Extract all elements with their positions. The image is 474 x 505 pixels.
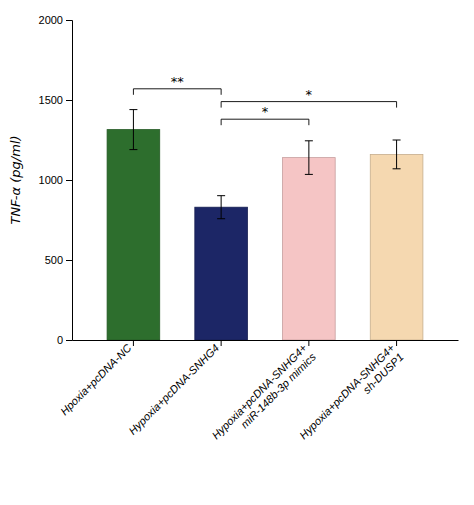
- tick-mark: [133, 340, 134, 346]
- tick-mark: [396, 340, 397, 346]
- significance-bracket: [133, 89, 221, 95]
- error-cap: [393, 140, 401, 141]
- error-cap: [217, 218, 225, 219]
- significance-line: [133, 89, 221, 95]
- bar: [370, 154, 423, 340]
- y-axis-title: TNF-α (pg/ml): [8, 135, 23, 224]
- tick-mark: [66, 100, 72, 101]
- tick-mark: [308, 340, 309, 346]
- axis-line: [66, 21, 73, 341]
- error-stem: [133, 110, 134, 150]
- x-axis: Hpoxia+pcDNA-NCHypoxia+pcDNA-SNHG4 Hypoxi…: [58, 340, 459, 450]
- marks: [107, 89, 423, 340]
- tick-mark: [66, 180, 72, 181]
- error-stem: [221, 196, 222, 219]
- bar: [283, 158, 336, 340]
- error-cap: [393, 168, 401, 169]
- tick: 1000: [39, 174, 72, 186]
- error-stem: [396, 140, 397, 169]
- error-cap: [305, 174, 313, 175]
- y-axis: 0 500 1000 1500 2000: [39, 14, 73, 346]
- error-cap: [129, 149, 137, 150]
- tick-mark: [66, 20, 72, 21]
- tick: 500: [45, 254, 72, 266]
- plot: 0500100015002000Hpoxia+pcDNA-NCHypoxia+p…: [8, 14, 459, 450]
- chart: 0500100015002000Hpoxia+pcDNA-NCHypoxia+p…: [0, 0, 474, 505]
- significance-bracket: [221, 102, 396, 108]
- error-cap: [217, 195, 225, 196]
- significance-label: *: [306, 87, 313, 102]
- tick: Hypoxia+pcDNA-SNHG4: [126, 340, 221, 437]
- significance-line: [221, 119, 309, 125]
- tick: 0: [57, 334, 72, 346]
- error-bar: [129, 110, 137, 150]
- tick-label: 1500: [39, 94, 63, 106]
- tick-label: 2000: [39, 14, 63, 26]
- tick-mark: [66, 260, 72, 261]
- bar: [107, 130, 160, 340]
- significance-line: [221, 102, 396, 108]
- tick-label: Hypoxia+pcDNA-SNHG4: [126, 342, 221, 437]
- tick-label: Hypoxia+pcDNA-SNHG4+sh-DUSP1: [297, 341, 406, 450]
- tick: Hpoxia+pcDNA-NC: [58, 340, 134, 417]
- error-bar: [217, 196, 225, 219]
- tick-mark: [66, 340, 72, 341]
- tick: Hypoxia+pcDNA-SNHG4+sh-DUSP1: [297, 340, 406, 450]
- error-cap: [129, 109, 137, 110]
- tick-label: 0: [57, 334, 63, 346]
- axis-line: [73, 340, 459, 341]
- error-bar: [305, 141, 313, 175]
- tick-mark: [221, 340, 222, 346]
- tick: 1500: [39, 94, 72, 106]
- significance-bracket: [221, 119, 309, 125]
- tick-label: Hpoxia+pcDNA-NC: [58, 342, 134, 418]
- tick: 2000: [39, 14, 72, 26]
- tick-label: 500: [45, 254, 63, 266]
- error-cap: [305, 140, 313, 141]
- significance-label: **: [171, 74, 185, 89]
- error-stem: [308, 141, 309, 175]
- error-bar: [393, 140, 401, 169]
- tick-label: 1000: [39, 174, 63, 186]
- bar: [195, 207, 248, 340]
- significance-label: *: [262, 104, 269, 119]
